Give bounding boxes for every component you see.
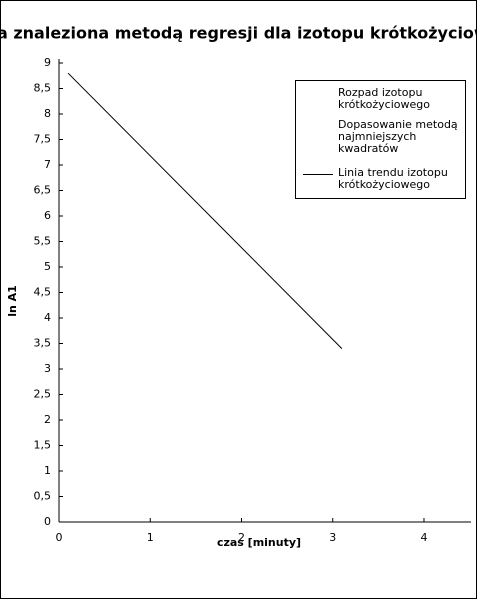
legend-swatch: [303, 174, 333, 175]
x-tick-label: 1: [147, 531, 154, 544]
x-axis-label: czas [minuty]: [217, 536, 301, 549]
x-tick-label: 4: [420, 531, 427, 544]
y-tick-label: 1: [44, 464, 51, 477]
y-tick-label: 7,5: [34, 133, 52, 146]
legend-swatch: [303, 94, 333, 95]
legend: Rozpad izotopu krótkożyciowego Dopasowani…: [295, 80, 466, 199]
y-tick-label: 3: [44, 362, 51, 375]
x-tick-label: 0: [56, 531, 63, 544]
legend-label: Linia trendu izotopu krótkożyciowego: [338, 166, 448, 191]
legend-label: Dopasowanie metodą najmniejszych kwadrat…: [338, 118, 458, 155]
y-tick-label: 1,5: [34, 439, 52, 452]
y-tick-label: 8: [44, 107, 51, 120]
y-tick-label: 4,5: [34, 286, 52, 299]
y-tick-label: 5,5: [34, 235, 52, 248]
line: [67, 72, 343, 349]
legend-item: Dopasowanie metodą najmniejszych kwadrat…: [296, 119, 458, 155]
y-tick-label: 6: [44, 209, 51, 222]
y-tick-label: 0: [44, 515, 51, 528]
y-tick-label: 6,5: [34, 184, 52, 197]
y-tick-label: 8,5: [34, 82, 52, 95]
x-tick-label: 2: [238, 531, 245, 544]
legend-swatch: [303, 126, 333, 127]
legend-item: Linia trendu izotopu krótkożyciowego: [296, 167, 458, 191]
y-axis-label: ln A1: [6, 285, 19, 317]
y-tick-label: 2,5: [34, 388, 52, 401]
y-tick-label: 3,5: [34, 337, 52, 350]
legend-item: Rozpad izotopu krótkożyciowego: [296, 87, 458, 111]
chart-title: ta znaleziona metodą regresji dla izotop…: [1, 24, 477, 43]
y-tick-label: 5: [44, 260, 51, 273]
x-tick-label: 3: [329, 531, 336, 544]
y-tick-label: 0,5: [34, 490, 52, 503]
y-tick-label: 2: [44, 413, 51, 426]
legend-label: Rozpad izotopu krótkożyciowego: [338, 86, 430, 111]
y-tick-label: 4: [44, 311, 51, 324]
y-tick-label: 7: [44, 158, 51, 171]
y-tick-label: 9: [44, 56, 51, 69]
